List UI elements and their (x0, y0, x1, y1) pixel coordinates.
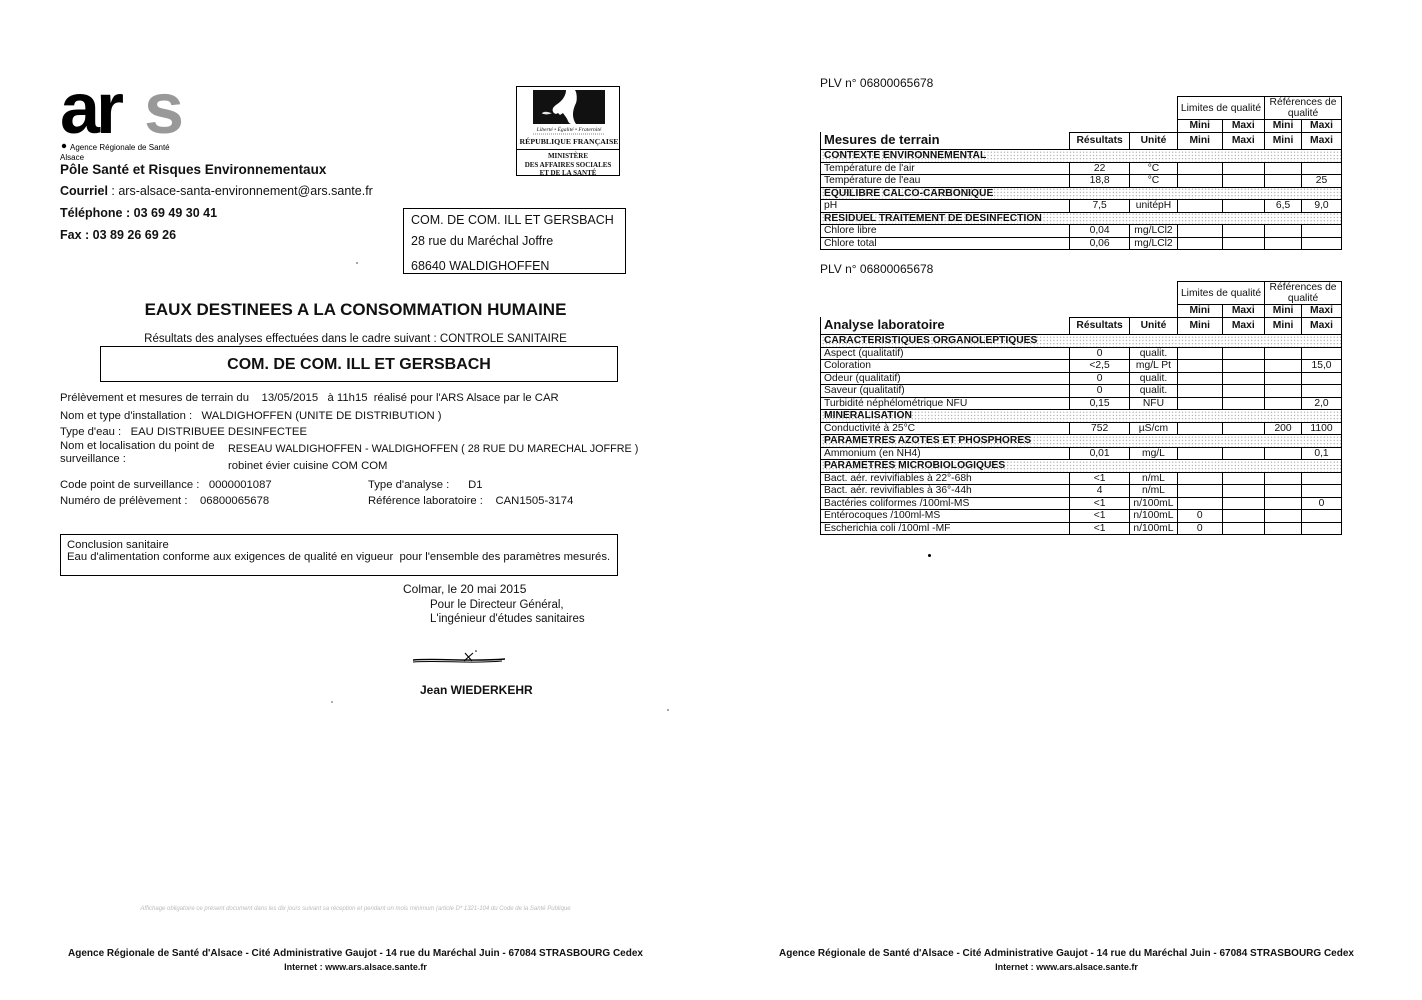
svg-text:Alsace: Alsace (60, 153, 85, 160)
svg-text:ar: ar (60, 70, 123, 149)
svg-text:Liberté • Égalité • Fraternité: Liberté • Égalité • Fraternité (536, 125, 602, 133)
svg-text:s: s (144, 70, 182, 149)
svg-text:Agence Régionale de Santé: Agence Régionale de Santé (70, 143, 170, 152)
svg-text:RÉPUBLIQUE FRANÇAISE: RÉPUBLIQUE FRANÇAISE (520, 136, 619, 146)
